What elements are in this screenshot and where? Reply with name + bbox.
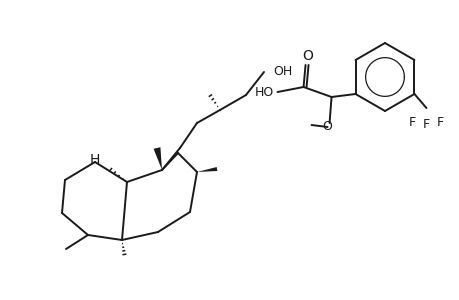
Text: F: F xyxy=(408,116,415,128)
Polygon shape xyxy=(153,147,162,170)
Text: F: F xyxy=(422,118,429,130)
Text: H: H xyxy=(90,153,100,167)
Text: F: F xyxy=(436,116,443,128)
Polygon shape xyxy=(196,167,217,172)
Text: OH: OH xyxy=(272,64,291,77)
Text: HO: HO xyxy=(254,85,273,98)
Text: O: O xyxy=(322,121,332,134)
Text: O: O xyxy=(302,49,312,63)
